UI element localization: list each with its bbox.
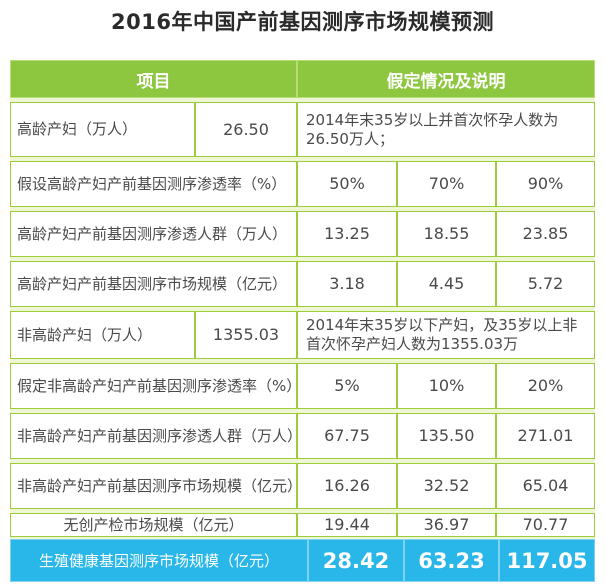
footer-total-v1: 28.42 [308, 539, 404, 582]
row-non-elderly-penetration-v1: 5% [297, 363, 397, 409]
header-item: 项目 [10, 60, 297, 98]
row-elderly-market-v3: 5.72 [496, 261, 595, 307]
row-elderly-market-v2: 4.45 [397, 261, 496, 307]
row-non-elderly-market-v2: 32.52 [397, 463, 496, 509]
row-noninvasive-market-v2: 36.97 [397, 513, 496, 537]
row-elderly-market-label: 高龄产妇产前基因测序市场规模（亿元） [10, 261, 297, 307]
forecast-table: 项目 假定情况及说明 高龄产妇（万人） 26.50 2014年末35岁以上并首次… [10, 60, 595, 582]
row-elderly-market-v1: 3.18 [297, 261, 397, 307]
row-elderly-population-v3: 23.85 [496, 211, 595, 257]
row-non-elderly-market-label: 非高龄产妇产前基因测序市场规模（亿元） [10, 463, 302, 509]
row-non-elderly-population-v3: 271.01 [496, 413, 595, 459]
row-elderly-population-label: 高龄产妇产前基因测序渗透人群（万人） [10, 211, 297, 257]
row-non-elderly-market-v1: 16.26 [297, 463, 397, 509]
row-non-elderly-mothers-label: 非高龄产妇（万人） [10, 311, 195, 359]
row-elderly-penetration-label: 假设高龄产妇产前基因测序渗透率（%） [10, 161, 297, 207]
row-non-elderly-penetration-v3: 20% [496, 363, 595, 409]
row-elderly-population-v2: 18.55 [397, 211, 496, 257]
row-non-elderly-mothers-note: 2014年末35岁以下产妇，及35岁以上非首次怀孕产妇人数为1355.03万 [297, 311, 595, 359]
row-elderly-population-v1: 13.25 [297, 211, 397, 257]
row-elderly-penetration-v2: 70% [397, 161, 496, 207]
row-noninvasive-market-label: 无创产检市场规模（亿元） [10, 513, 297, 537]
row-elderly-mothers-value: 26.50 [195, 102, 297, 157]
row-non-elderly-market-v3: 65.04 [496, 463, 595, 509]
row-non-elderly-population-v2: 135.50 [397, 413, 496, 459]
row-elderly-penetration-v3: 90% [496, 161, 595, 207]
footer-total-label: 生殖健康基因测序市场规模（亿元） [10, 539, 308, 582]
row-non-elderly-mothers-value: 1355.03 [195, 311, 297, 359]
footer-total-v3: 117.05 [499, 539, 595, 582]
header-assumption: 假定情况及说明 [297, 60, 595, 98]
row-non-elderly-population-label: 非高龄产妇产前基因测序渗透人群（万人） [10, 413, 302, 459]
row-elderly-mothers-note: 2014年末35岁以上并首次怀孕人数为26.50万人； [297, 102, 595, 157]
row-non-elderly-penetration-label: 假定非高龄产妇产前基因测序渗透率（%） [10, 363, 301, 409]
row-noninvasive-market-v3: 70.77 [496, 513, 595, 537]
row-elderly-penetration-v1: 50% [297, 161, 397, 207]
page-title: 2016年中国产前基因测序市场规模预测 [111, 10, 494, 34]
row-non-elderly-penetration-v2: 10% [397, 363, 496, 409]
row-elderly-mothers-label: 高龄产妇（万人） [10, 102, 195, 157]
row-noninvasive-market-v1: 19.44 [297, 513, 397, 537]
row-non-elderly-population-v1: 67.75 [297, 413, 397, 459]
footer-total-v2: 63.23 [404, 539, 499, 582]
